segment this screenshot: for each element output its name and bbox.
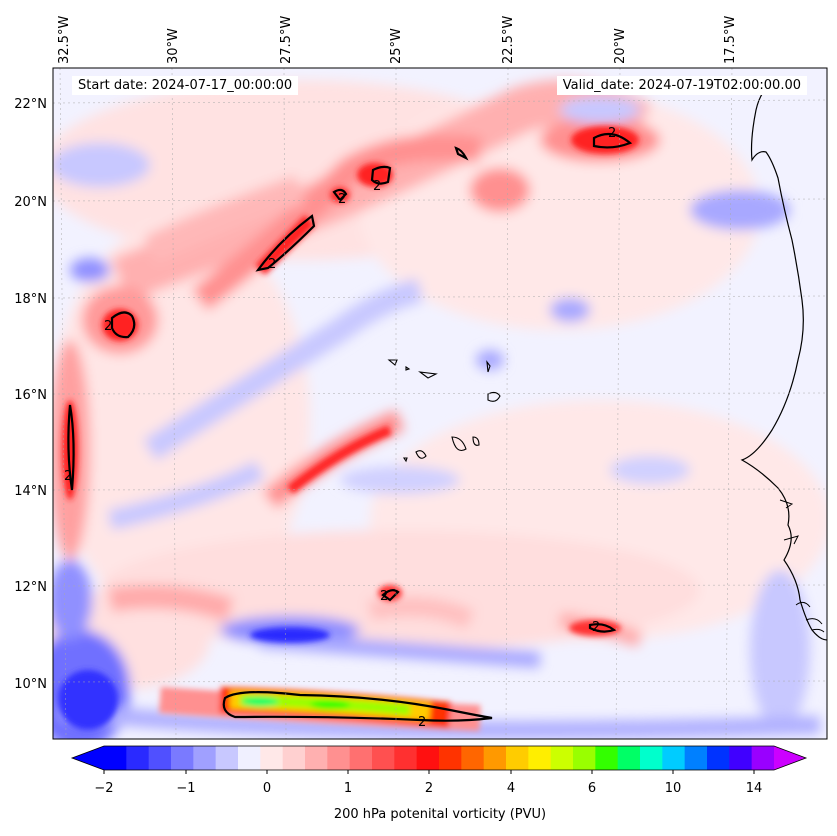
lat-label: 22°N [14,97,47,112]
colorbar-cell [439,746,462,770]
coastline [740,81,827,641]
colorbar-tick-label: −2 [94,781,113,796]
colorbar-cell [349,746,373,770]
colorbar-under-arrow [72,746,104,770]
colorbar-tick-label: 1 [344,781,352,796]
contour-label: 2 [338,192,346,207]
lat-label: 18°N [14,292,47,307]
colorbar-ticks: −2 −1 0 1 2 4 6 10 14 [94,770,762,796]
contour-label: 2 [418,715,426,730]
colorbar-title: 200 hPa potenital vorticity (PVU) [333,807,547,822]
colorbar-cell [193,746,217,770]
colorbar-tick-label: 4 [507,781,515,796]
colorbar-cell [327,746,351,770]
latitude-labels: 22°N 20°N 18°N 16°N 14°N 12°N 10°N [14,97,47,692]
colorbar-cell [573,746,596,770]
graticule [53,68,827,739]
lon-label: 27.5°W [279,16,294,64]
lon-label: 22.5°W [501,16,516,64]
colorbar-tick-label: 10 [665,781,682,796]
colorbar-tick-label: 2 [425,781,433,796]
colorbar-cell [148,746,172,770]
colorbar-cell [729,746,753,770]
colorbar-cell [372,746,395,770]
contour-labels: 2 2 2 2 2 2 2 2 2 [64,126,616,730]
colorbar-cell [595,746,619,770]
lat-label: 12°N [14,580,47,595]
valid-date-label: Valid_date: 2024-07-19T02:00:00.00 [556,76,807,95]
island-outlines [387,359,501,463]
colorbar-cell [238,746,261,770]
colorbar-cell [506,746,529,770]
plot-frame [52,67,828,740]
colorbar-cell [171,746,194,770]
contour-label: 2 [64,469,72,484]
lat-label: 20°N [14,195,47,210]
contour-label: 2 [592,620,600,635]
colorbar-cell [394,746,418,770]
colorbar-tick-label: 0 [263,781,271,796]
lon-label: 32.5°W [57,16,72,64]
colorbar-cell [461,746,485,770]
contour-label: 2 [608,126,616,141]
colorbar-cell [662,746,686,770]
contour-label: 2 [268,257,276,272]
colorbar-tick-label: 14 [746,781,763,796]
colorbar: −2 −1 0 1 2 4 6 10 14 [70,745,808,796]
colorbar-cell [640,746,663,770]
colorbar-cell [550,746,574,770]
pv-2-contours [67,132,633,722]
lat-label: 14°N [14,484,47,499]
colorbar-cell [483,746,507,770]
lon-label: 20°W [613,28,628,64]
colorbar-cell [104,746,127,770]
lon-label: 17.5°W [723,16,738,64]
colorbar-cell [215,746,239,770]
colorbar-cell [751,746,775,770]
lon-label: 25°W [389,28,404,64]
coast-detail [779,499,825,633]
colorbar-cell [528,746,552,770]
colorbar-cell [282,746,306,770]
colorbar-tick-label: 6 [588,781,596,796]
colorbar-cell [684,746,708,770]
colorbar-cell [617,746,641,770]
contour-label: 2 [104,319,112,334]
contour-label: 2 [373,179,381,194]
lat-label: 10°N [14,677,47,692]
lat-label: 16°N [14,388,47,403]
lon-label: 30°W [166,28,181,64]
colorbar-over-arrow [774,746,806,770]
colorbar-cell [260,746,284,770]
colorbar-cell [126,746,150,770]
colorbar-tick-label: −1 [176,781,195,796]
colorbar-cell [305,746,328,770]
colorbar-cells [104,746,775,770]
colorbar-cell [416,746,440,770]
longitude-labels: 32.5°W 30°W 27.5°W 25°W 22.5°W 20°W 17.5… [57,16,738,64]
contour-label: 2 [380,589,388,604]
pv-field: 2 2 2 2 2 2 2 2 2 [53,68,827,739]
colorbar-cell [707,746,730,770]
start-date-label: Start date: 2024-07-17_00:00:00 [72,76,299,95]
